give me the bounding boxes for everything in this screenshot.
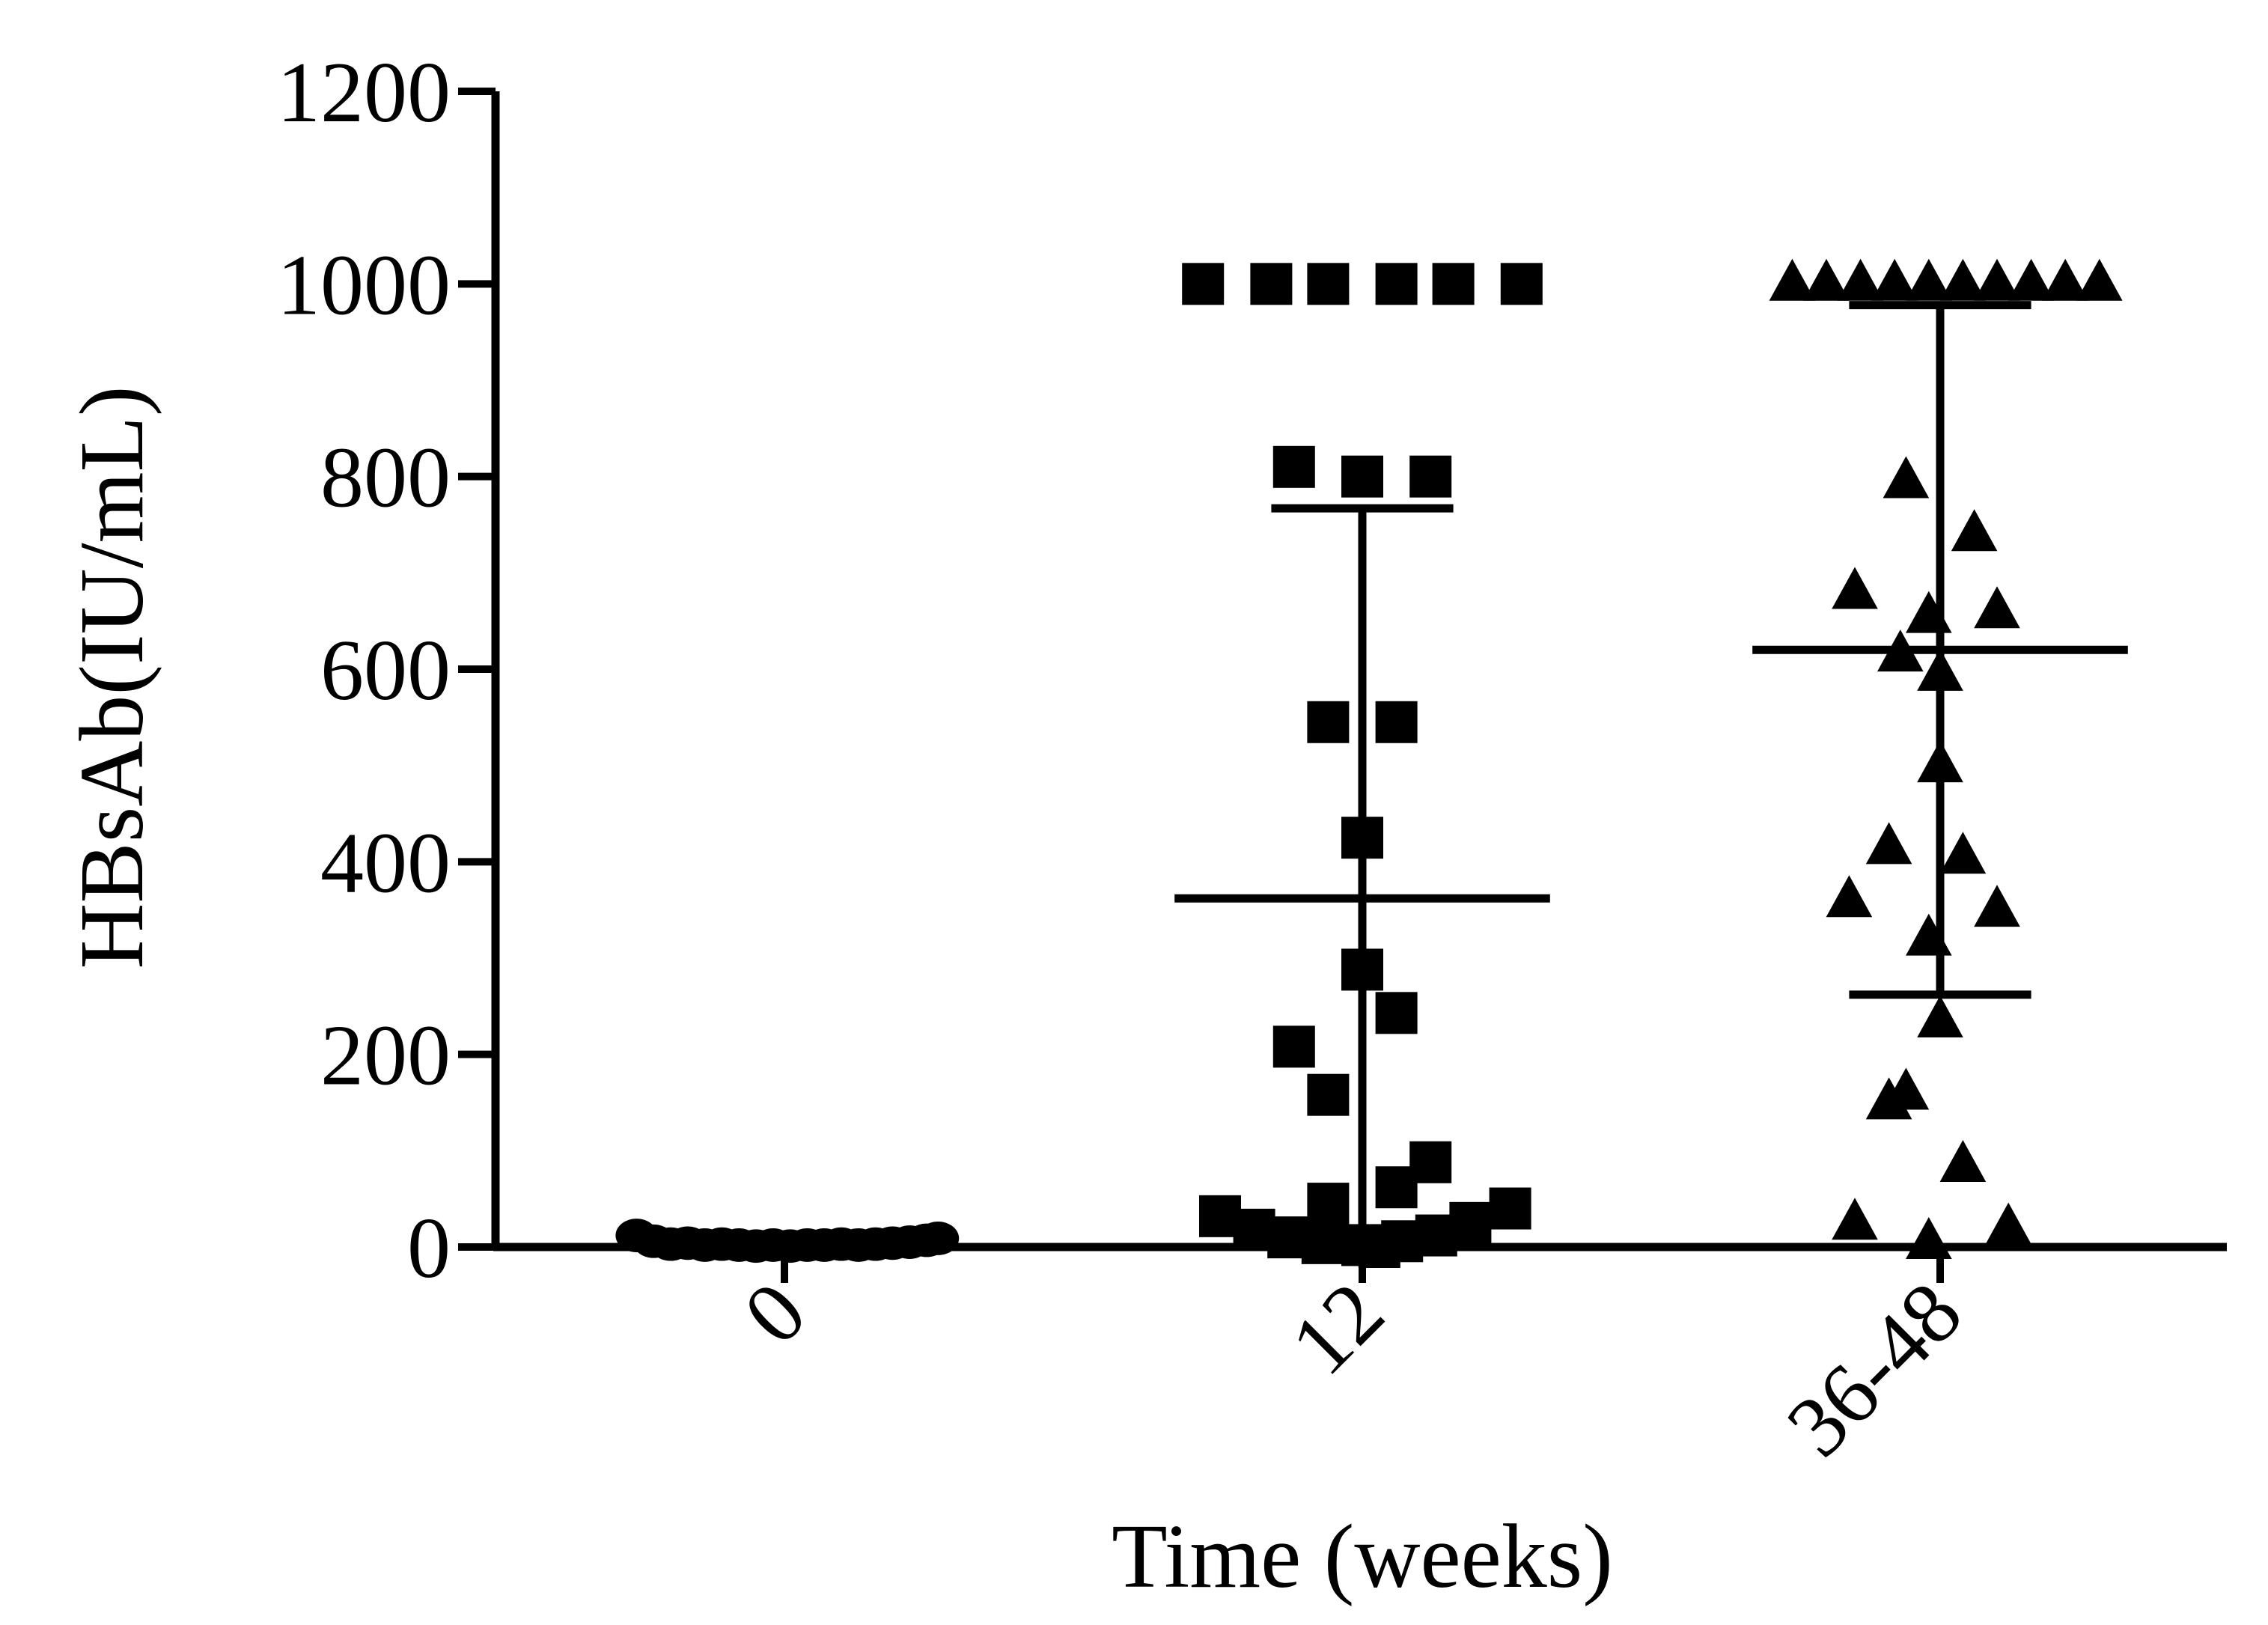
x-tick-label: 12 — [1273, 1264, 1403, 1394]
y-tick-label: 1200 — [277, 45, 451, 141]
point-triangle — [2076, 258, 2123, 301]
point-square — [1307, 1183, 1350, 1225]
y-tick-label: 0 — [407, 1201, 451, 1296]
point-square — [1375, 1166, 1418, 1209]
point-triangle — [1769, 258, 1816, 301]
point-triangle — [1832, 1198, 1878, 1240]
point-triangle — [1939, 1140, 1987, 1183]
point-square — [1307, 701, 1350, 743]
point-square — [1375, 263, 1418, 305]
point-triangle — [1865, 822, 1912, 865]
y-axis-title: HBsAb(IU/mL) — [61, 385, 162, 969]
point-square — [1301, 1222, 1344, 1264]
point-triangle — [1832, 567, 1878, 609]
point-triangle — [1974, 586, 2020, 629]
y-tick-labels: 0 200 400 600 800 1000 1200 — [277, 45, 451, 1296]
point-square — [1307, 263, 1350, 305]
y-tick-label: 800 — [320, 430, 451, 526]
point-square — [1182, 263, 1225, 305]
point-square — [1358, 1226, 1400, 1268]
point-circle — [917, 1222, 960, 1255]
point-triangle — [1883, 456, 1930, 499]
point-triangle — [2008, 258, 2055, 301]
point-square — [1272, 445, 1315, 488]
point-square — [1409, 455, 1452, 498]
point-square — [1500, 263, 1543, 305]
point-square — [1272, 1025, 1315, 1068]
y-tick-label: 200 — [320, 1008, 451, 1104]
point-triangle — [1974, 885, 2020, 927]
point-triangle — [1985, 1202, 2031, 1245]
point-triangle — [1939, 258, 1987, 301]
point-square — [1432, 263, 1475, 305]
point-square — [1375, 992, 1418, 1034]
point-triangle — [1877, 629, 1924, 672]
data-points — [615, 258, 2123, 1268]
y-tick-label: 1000 — [277, 237, 451, 333]
point-triangle — [1871, 258, 1918, 301]
x-axis-title: Time (weeks) — [1112, 1506, 1613, 1607]
point-square — [1375, 701, 1418, 743]
point-triangle — [1906, 913, 1952, 956]
x-tick-label: 36-48 — [1769, 1264, 1981, 1475]
point-triangle — [1906, 258, 1952, 301]
point-triangle — [1917, 648, 1963, 691]
point-triangle — [1906, 1216, 1952, 1259]
point-triangle — [1939, 832, 1987, 874]
point-triangle — [1865, 1077, 1912, 1120]
point-square — [1341, 817, 1383, 859]
x-tick-labels: 0 12 36-48 — [726, 1264, 1981, 1475]
point-triangle — [2042, 258, 2088, 301]
point-square — [1250, 263, 1293, 305]
y-tick-label: 600 — [320, 623, 451, 719]
point-square — [1341, 455, 1383, 498]
point-square — [1341, 948, 1383, 991]
point-square — [1489, 1187, 1531, 1230]
point-triangle — [1917, 996, 1963, 1038]
point-triangle — [1803, 258, 1850, 301]
point-triangle — [1917, 740, 1963, 783]
point-triangle — [1951, 509, 1998, 552]
y-tick-label: 400 — [320, 815, 451, 911]
point-triangle — [1974, 258, 2020, 301]
x-tick-label: 0 — [726, 1264, 825, 1363]
point-triangle — [1826, 875, 1873, 918]
point-triangle — [1837, 258, 1884, 301]
point-triangle — [1906, 591, 1952, 633]
point-square — [1307, 1073, 1350, 1116]
